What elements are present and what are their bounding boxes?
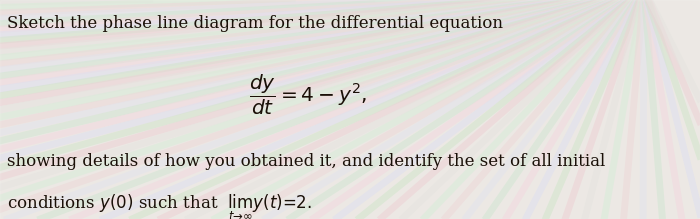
Text: $\dfrac{dy}{dt} = 4 - y^2,$: $\dfrac{dy}{dt} = 4 - y^2,$ [249, 73, 367, 117]
Text: conditions $y(0)$ such that  $\lim_{t\to\infty} y(t) = 2.$: conditions $y(0)$ such that $\lim_{t\to\… [7, 193, 312, 219]
Text: showing details of how you obtained it, and identify the set of all initial: showing details of how you obtained it, … [7, 153, 606, 170]
Text: Sketch the phase line diagram for the differential equation: Sketch the phase line diagram for the di… [7, 15, 503, 32]
